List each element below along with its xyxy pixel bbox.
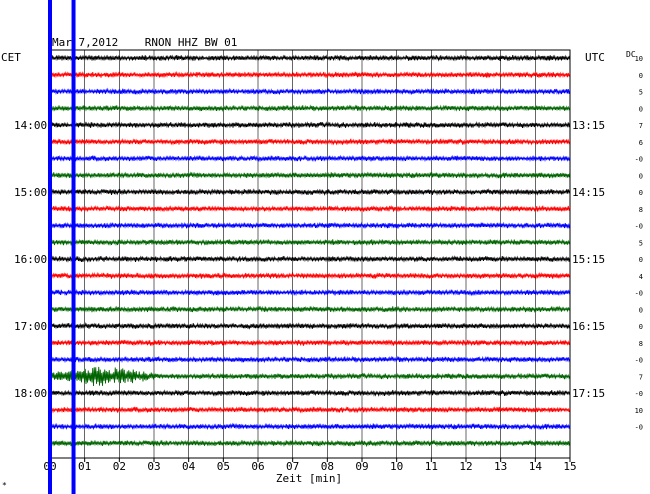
seismic-trace	[49, 439, 571, 448]
dc-value-label: 0	[639, 172, 643, 180]
dc-value-label: -0	[635, 390, 643, 398]
seismic-trace	[49, 121, 571, 129]
dc-value-label: 0	[639, 323, 643, 331]
x-tick-label: 11	[425, 460, 438, 473]
x-tick-label: 14	[529, 460, 543, 473]
left-timezone-label: CET	[1, 51, 21, 64]
dc-value-label: 0	[639, 189, 643, 197]
seismic-trace	[49, 255, 571, 263]
right-hour-label: 17:15	[572, 387, 605, 400]
seismic-trace	[49, 366, 571, 387]
x-tick-label: 02	[113, 460, 126, 473]
dc-value-label: 0	[639, 105, 643, 113]
right-hour-label: 14:15	[572, 186, 605, 199]
dc-header-label: DC	[626, 50, 636, 59]
seismic-trace	[49, 305, 571, 313]
seismic-trace	[49, 204, 571, 213]
left-hour-label: 16:00	[14, 253, 47, 266]
dc-value-label: -0	[635, 223, 643, 231]
x-tick-label: 06	[251, 460, 264, 473]
seismic-trace	[49, 154, 571, 163]
x-tick-label: 03	[147, 460, 160, 473]
dc-value-label: 7	[639, 122, 643, 130]
x-tick-label: 07	[286, 460, 299, 473]
left-hour-label: 15:00	[14, 186, 47, 199]
dc-value-label: 10	[635, 55, 643, 63]
seismic-trace	[49, 171, 571, 180]
grid: 00010203040506070809101112131415	[43, 49, 577, 473]
right-hour-label: 16:15	[572, 320, 605, 333]
left-hour-label: 14:00	[14, 119, 47, 132]
dc-value-label: 8	[639, 340, 643, 348]
dc-value-label: 0	[639, 72, 643, 80]
dc-value-label: 5	[639, 239, 643, 247]
x-tick-label: 15	[563, 460, 576, 473]
seismic-trace	[49, 422, 571, 431]
x-tick-label: 04	[182, 460, 196, 473]
dc-value-label: 0	[639, 256, 643, 264]
trace-group	[49, 54, 571, 448]
x-tick-label: 08	[321, 460, 334, 473]
dc-value-label: 0	[639, 306, 643, 314]
left-hour-label: 17:00	[14, 320, 47, 333]
seismic-trace	[49, 405, 571, 414]
seismic-trace	[49, 238, 571, 247]
seismic-trace	[49, 137, 571, 146]
x-tick-label: 13	[494, 460, 507, 473]
right-timezone-label: UTC	[585, 51, 605, 64]
seismic-trace	[49, 321, 571, 330]
dc-value-label: 5	[639, 89, 643, 97]
dc-value-label: 7	[639, 373, 643, 381]
dc-value-label: -0	[635, 424, 643, 432]
seismic-trace	[49, 271, 571, 280]
seismic-trace	[49, 389, 571, 397]
right-hour-label: 13:15	[572, 119, 605, 132]
right-hour-label: 15:15	[572, 253, 605, 266]
seismic-trace	[49, 54, 571, 62]
x-tick-label: 01	[78, 460, 91, 473]
left-hour-label: 18:00	[14, 387, 47, 400]
dc-value-label: 10	[635, 407, 643, 415]
x-tick-label: 10	[390, 460, 403, 473]
seismic-trace	[49, 87, 571, 96]
seismic-trace	[49, 288, 571, 297]
chart-title: Mar 7,2012 RNON HHZ BW 01	[52, 36, 237, 49]
dc-value-label: 8	[639, 206, 643, 214]
corner-mark: *	[2, 481, 7, 490]
seismic-trace	[49, 188, 571, 197]
marker-group	[48, 0, 76, 494]
dc-value-label: -0	[635, 156, 643, 164]
plot-frame	[49, 49, 571, 459]
x-tick-label: 09	[355, 460, 368, 473]
dc-value-label: 4	[639, 273, 643, 281]
dc-value-label: 6	[639, 139, 643, 147]
label-group: Mar 7,2012 RNON HHZ BW 01 CET UTC DC Zei…	[1, 36, 643, 490]
seismic-trace	[49, 355, 571, 364]
seismic-trace	[49, 221, 571, 230]
seismic-trace	[49, 104, 571, 112]
seismic-trace	[49, 339, 571, 347]
dc-value-label: -0	[635, 290, 643, 298]
seismic-trace	[49, 70, 571, 79]
x-tick-label: 12	[459, 460, 472, 473]
dc-value-label: -0	[635, 357, 643, 365]
x-axis-label: Zeit [min]	[276, 472, 342, 485]
x-tick-label: 05	[217, 460, 230, 473]
